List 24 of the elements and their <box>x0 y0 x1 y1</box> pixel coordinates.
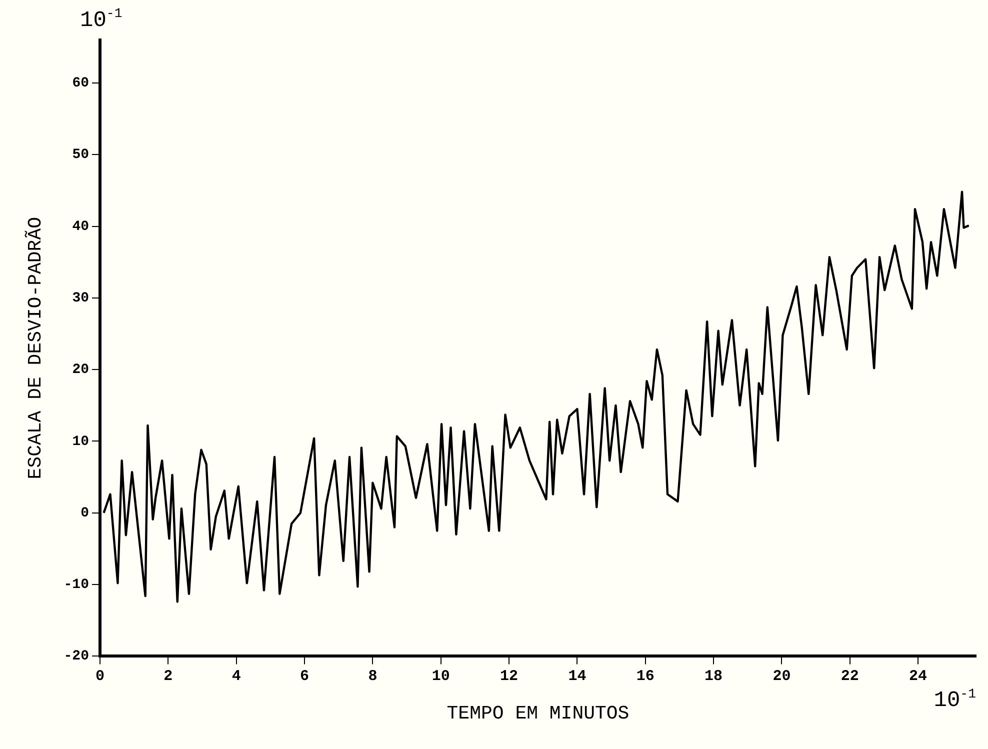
y-axis-title: ESCALA DE DESVIO-PADRÃO <box>24 216 46 480</box>
x-tick-label: 10 <box>432 668 450 685</box>
y-tick-label: 60 <box>72 76 90 92</box>
x-tick-label: 8 <box>368 668 378 685</box>
y-tick-label: 30 <box>72 290 90 306</box>
y-tick-label: 10 <box>72 434 90 450</box>
y-tick-label: 20 <box>72 362 90 378</box>
y-tick-label: 0 <box>80 505 90 522</box>
x-tick-label: 4 <box>232 668 241 685</box>
x-axis-title: TEMPO EM MINUTOS <box>446 702 630 725</box>
x-tick-label: 2 <box>164 668 173 685</box>
x-tick-label: 22 <box>840 668 859 685</box>
x-tick-label: 16 <box>636 668 654 685</box>
x-tick-label: 20 <box>772 668 791 685</box>
x-tick-label: 18 <box>704 668 723 685</box>
x-tick-label: 0 <box>95 668 105 685</box>
x-tick-label: 12 <box>500 668 518 685</box>
y-tick-label: -20 <box>64 648 90 665</box>
x-tick-label: 14 <box>568 668 586 685</box>
y-tick-label: 50 <box>72 147 90 164</box>
y-tick-label: 40 <box>72 218 90 235</box>
x-tick-label: 6 <box>300 668 310 685</box>
y-tick-label: -10 <box>64 577 90 594</box>
x-tick-label: 24 <box>909 668 928 685</box>
